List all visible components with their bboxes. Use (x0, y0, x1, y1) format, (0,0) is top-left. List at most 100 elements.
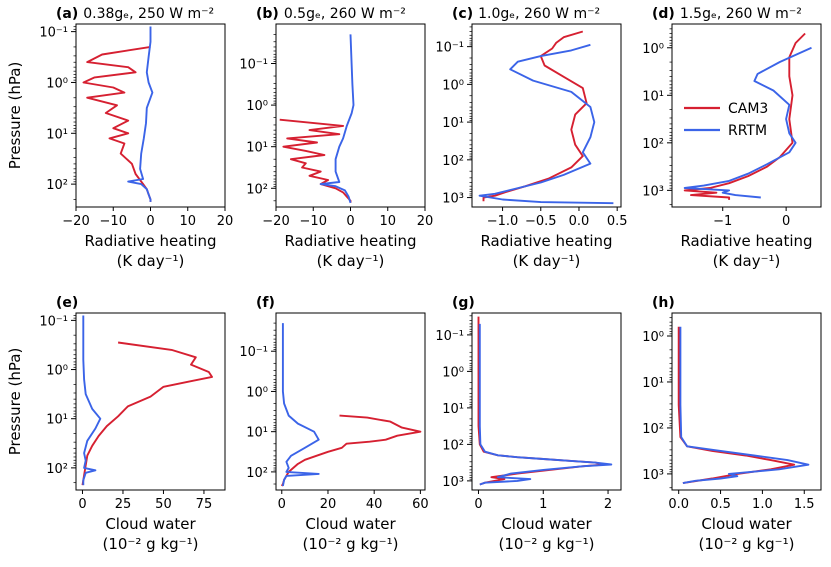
x-axis-unit-d: (K day⁻¹) (713, 252, 781, 270)
y-tick-label-b: 10⁻¹ (239, 58, 268, 73)
x-tick-label-a: 10 (179, 214, 196, 229)
x-tick-label-g: 0 (474, 497, 482, 512)
panel-heading-h: (h) (652, 295, 675, 311)
x-axis-label-c: Radiative heating (480, 232, 612, 250)
x-axis-unit-e: (10⁻² g kg⁻¹) (103, 535, 199, 553)
x-axis-unit-a: (K day⁻¹) (117, 252, 185, 270)
legend: CAM3 RRTM (684, 101, 768, 139)
x-tick-label-c: 0.0 (569, 214, 590, 229)
plot-frame-g (471, 312, 622, 491)
x-tick-label-b: −10 (300, 214, 327, 229)
plot-frame-e (75, 312, 226, 491)
y-tick-label-c: 10⁰ (442, 78, 464, 93)
y-tick-label-g: 10³ (442, 475, 464, 490)
y-tick-label-b: 10⁰ (246, 99, 268, 114)
series-line-rrtm-b (319, 34, 355, 204)
y-tick-label-a: 10¹ (46, 127, 68, 142)
panel-title-c: 1.0gₑ, 260 W m⁻² (478, 6, 600, 22)
x-tick-label-g: 2 (604, 497, 612, 512)
y-tick-label-g: 10⁻¹ (435, 329, 464, 344)
panel-h: 0.0 0.5 1.0 1.5 10⁰ 10¹ 10² 10³ Cloud water (10⁻²… (642, 295, 822, 553)
x-tick-label-a: −10 (100, 214, 127, 229)
panel-d: −1 0 10⁰ 10¹ 10² 10³ Radiative heating (K day⁻¹… (642, 6, 822, 270)
x-tick-label-f: 20 (320, 497, 337, 512)
y-tick-label-g: 10⁰ (442, 365, 464, 380)
x-tick-label-d: −1 (713, 214, 732, 229)
legend-label-cam3: CAM3 (728, 101, 768, 117)
series-line-rrtm-a (127, 26, 154, 202)
x-axis-label-e: Cloud water (105, 515, 196, 533)
x-axis-unit-b: (K day⁻¹) (317, 252, 385, 270)
panel-g: 0 1 2 10⁻¹ 10⁰ 10¹ 10² 10³ Cloud water (10⁻² g kg… (435, 295, 622, 553)
plot-frame-a (75, 23, 226, 208)
x-tick-label-f: 0 (278, 497, 286, 512)
series-line-rrtm-c (478, 43, 614, 205)
x-axis-label-d: Radiative heating (680, 232, 812, 250)
x-tick-label-h: 1.0 (752, 497, 773, 512)
y-tick-label-d: 10² (642, 137, 664, 152)
x-tick-label-h: 1.5 (794, 497, 815, 512)
y-tick-label-f: 10⁰ (246, 385, 268, 400)
x-tick-label-c: −1.0 (487, 214, 519, 229)
y-tick-label-a: 10⁻¹ (39, 26, 68, 41)
x-tick-label-e: 75 (196, 497, 213, 512)
plot-frame-h (671, 312, 822, 491)
panel-a: −20 −10 0 10 20 10⁻¹ 10⁰ 10¹ 10² Radiative heatin… (6, 6, 233, 270)
x-tick-label-a: −20 (62, 214, 89, 229)
legend-label-rrtm: RRTM (728, 123, 767, 139)
x-tick-label-b: 0 (346, 214, 354, 229)
x-tick-label-e: 0 (78, 497, 86, 512)
y-axis-label-a: Pressure (hPa) (6, 62, 24, 170)
x-tick-label-d: 0 (782, 214, 790, 229)
panel-letter-g: (g) (452, 295, 475, 311)
panel-heading-c: (c) 1.0gₑ, 260 W m⁻² (452, 6, 600, 22)
panel-heading-d: (d) 1.5gₑ, 260 W m⁻² (652, 6, 802, 22)
y-tick-label-f: 10¹ (246, 426, 268, 441)
panel-letter-d: (d) (652, 6, 675, 22)
y-tick-label-e: 10⁰ (46, 364, 68, 379)
y-tick-label-d: 10¹ (642, 89, 664, 104)
x-tick-label-a: 0 (146, 214, 154, 229)
panel-f: 0 20 40 60 10⁻¹ 10⁰ 10¹ 10² Cloud water (10⁻² g k… (239, 295, 428, 553)
panel-letter-a: (a) (56, 6, 78, 22)
plot-frame-f (275, 312, 426, 491)
y-tick-label-c: 10² (442, 154, 464, 169)
series-line-rrtm-d (683, 46, 812, 199)
x-tick-label-e: 50 (155, 497, 172, 512)
x-axis-unit-f: (10⁻² g kg⁻¹) (303, 535, 399, 553)
x-tick-label-e: 25 (115, 497, 132, 512)
panel-letter-c: (c) (452, 6, 473, 22)
series-line-rrtm-f (281, 323, 320, 487)
x-tick-label-b: −20 (262, 214, 289, 229)
y-tick-label-b: 10¹ (246, 141, 268, 156)
x-axis-label-b: Radiative heating (284, 232, 416, 250)
x-tick-label-f: 40 (366, 497, 383, 512)
panel-heading-f: (f) (256, 295, 275, 311)
panel-heading-a: (a) 0.38gₑ, 250 W m⁻² (56, 6, 214, 22)
x-tick-label-c: −0.5 (525, 214, 557, 229)
y-tick-label-g: 10² (442, 438, 464, 453)
y-tick-label-e: 10⁻¹ (39, 314, 68, 329)
y-tick-label-a: 10² (46, 178, 68, 193)
series-line-rrtm-e (82, 315, 102, 486)
x-tick-label-b: 10 (379, 214, 396, 229)
y-tick-label-c: 10³ (442, 192, 464, 207)
y-tick-label-f: 10² (246, 466, 268, 481)
panel-b: −20 −10 0 10 20 10⁻¹ 10⁰ 10¹ 10² Radiative heatin… (239, 6, 433, 270)
y-tick-label-h: 10¹ (642, 376, 664, 391)
panel-heading-g: (g) (452, 295, 475, 311)
series-line-cam3-d (683, 32, 806, 200)
panel-heading-b: (b) 0.5gₑ, 260 W m⁻² (256, 6, 406, 22)
y-tick-label-c: 10⁻¹ (435, 41, 464, 56)
panel-c: −1.0 −0.5 0.0 0.5 10⁻¹ 10⁰ 10¹ 10² 10³ Radiative … (435, 6, 627, 270)
y-axis-label-e: Pressure (hPa) (6, 348, 24, 456)
panel-letter-h: (h) (652, 295, 675, 311)
panel-letter-e: (e) (56, 295, 78, 311)
panel-title-b: 0.5gₑ, 260 W m⁻² (284, 6, 406, 22)
series-line-rrtm-g (478, 323, 613, 486)
x-tick-label-b: 20 (417, 214, 434, 229)
panel-letter-f: (f) (256, 295, 275, 311)
y-tick-label-e: 10² (46, 462, 68, 477)
y-tick-label-a: 10⁰ (46, 76, 68, 91)
